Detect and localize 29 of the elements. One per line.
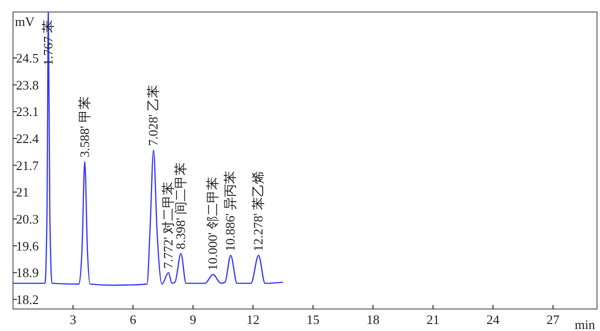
annotation: 7.028' 乙苯 — [146, 85, 161, 146]
y-tick-label: 21.7 — [16, 158, 40, 173]
x-tick-label: 18 — [366, 312, 380, 327]
line-series — [13, 12, 284, 286]
y-axis-title: mV — [15, 14, 36, 29]
x-tick-label: 21 — [426, 312, 440, 327]
y-tick-label: 18.2 — [16, 292, 39, 307]
annotation: 10.000' 邻二甲苯 — [205, 177, 220, 271]
x-tick-label: 6 — [130, 312, 137, 327]
x-tick-label: 27 — [546, 312, 560, 327]
y-tick-label: 23.1 — [16, 104, 39, 120]
x-tick-label: 15 — [306, 312, 320, 327]
y-tick-label: 19.6 — [16, 238, 40, 254]
annotation: 12.278' 苯乙烯 — [250, 171, 266, 252]
y-tick-label: 21 — [16, 184, 29, 200]
annotation: 3.588' 甲苯 — [76, 96, 92, 158]
x-axis-title: min — [574, 317, 596, 331]
y-tick-label: 18.9 — [16, 265, 39, 280]
annotation: 1.767 苯 — [40, 20, 56, 66]
annotation: 10.886' 异丙苯 — [222, 171, 238, 252]
y-tick-label: 23.8 — [16, 77, 39, 92]
x-tick-label: 3 — [70, 312, 76, 327]
annotation: 7.772' 对二甲苯 — [160, 182, 176, 269]
x-tick-label: 9 — [190, 312, 196, 327]
x-tick-label: 12 — [246, 312, 260, 327]
x-tick-label: 24 — [486, 312, 500, 327]
y-tick-label: 20.3 — [16, 211, 39, 226]
y-tick-label: 22.4 — [16, 131, 40, 146]
y-tick-label: 24.5 — [16, 50, 39, 66]
